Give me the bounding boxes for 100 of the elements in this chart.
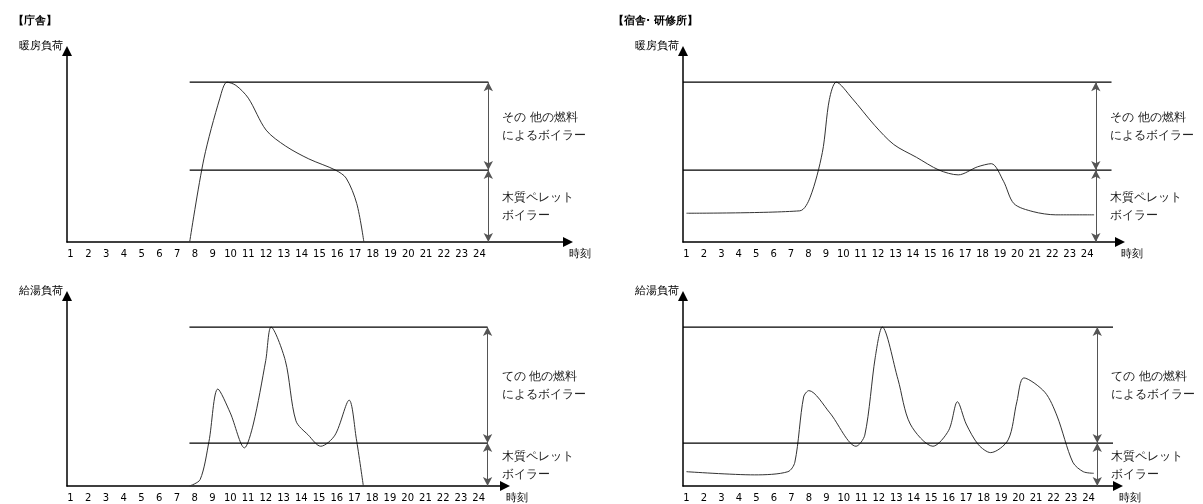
x-tick-label: 18: [366, 247, 380, 259]
x-tick-label: 19: [994, 491, 1008, 503]
x-tick-label: 24: [473, 247, 486, 259]
annotation: 木質ペレット: [502, 190, 575, 205]
x-tick-label: 4: [735, 491, 743, 503]
x-tick-label: 11: [241, 491, 255, 503]
x-tick-label: 1: [67, 491, 74, 503]
x-axis-title: 時刻: [506, 491, 528, 504]
x-tick-label: 23: [455, 247, 469, 259]
x-tick-label: 10: [837, 491, 851, 503]
x-tick-label: 5: [752, 247, 760, 259]
text: ボイラー: [501, 466, 550, 481]
x-tick-label: 17: [348, 247, 362, 259]
x-tick-label: 5: [138, 491, 145, 503]
x-tick-label: 14: [295, 247, 309, 259]
x-tick-label: 2: [85, 491, 92, 503]
x-tick-label: 13: [277, 247, 291, 259]
annotation: ボイラー: [502, 208, 551, 223]
x-tick-label: 20: [401, 247, 415, 259]
annotation: ボイラー: [1109, 208, 1158, 223]
x-tick-label: 21: [419, 491, 432, 503]
x-tick-label: 16: [941, 247, 955, 259]
x-tick-label: 3: [102, 491, 110, 503]
x-tick-label: 15: [312, 491, 326, 503]
y-axis-title: 暖房負荷: [635, 39, 679, 52]
x-tick-label: 2: [700, 491, 708, 503]
x-tick-label: 8: [191, 491, 198, 503]
x-tick-label: 22: [1045, 247, 1059, 259]
x-tick-label: 12: [259, 491, 273, 503]
x-tick-label: 7: [174, 247, 181, 259]
annotation: ての 他の燃料: [1111, 369, 1188, 384]
x-tick-label: 10: [223, 491, 237, 503]
x-tick-label: 23: [1063, 247, 1077, 259]
x-tick-label: 17: [959, 491, 973, 503]
x-tick-label: 16: [942, 491, 956, 503]
x-tick-label: 9: [209, 247, 216, 259]
x-tick-label: 1: [683, 491, 690, 503]
chart-title: 【宿舎· 研修所】: [613, 14, 699, 27]
x-tick-label: 13: [277, 491, 290, 503]
x-tick-label: 14: [294, 491, 308, 503]
annotation: によるボイラー: [502, 128, 587, 143]
x-tick-label: 4: [120, 491, 127, 503]
x-axis-title: 時刻: [569, 247, 591, 260]
x-tick-label: 19: [993, 247, 1007, 259]
x-tick-label: 23: [454, 491, 468, 503]
x-tick-label: 8: [191, 247, 199, 259]
x-tick-label: 12: [259, 247, 273, 259]
annotation: 木質ペレット: [1109, 190, 1182, 205]
x-tick-label: 19: [384, 247, 397, 259]
x-tick-label: 20: [1011, 247, 1024, 259]
x-tick-label: 22: [1047, 491, 1060, 503]
x-tick-label: 4: [120, 247, 128, 259]
x-tick-label: 4: [735, 247, 742, 259]
x-axis-title: 時刻: [1121, 247, 1143, 260]
x-axis-title: 時刻: [1119, 491, 1141, 504]
x-tick-label: 9: [822, 247, 830, 259]
x-tick-label: 24: [1082, 491, 1095, 503]
x-tick-label: 21: [1029, 491, 1043, 503]
x-tick-label: 7: [788, 491, 795, 503]
x-tick-label: 1: [67, 247, 74, 259]
x-tick-label: 18: [977, 491, 991, 503]
x-tick-label: 18: [365, 491, 379, 503]
x-tick-label: 1: [683, 247, 690, 259]
y-axis-title: 暖房負荷: [19, 39, 63, 52]
text: 木質ペレット: [501, 448, 574, 463]
annotation: によるボイラー: [1111, 387, 1196, 402]
x-tick-label: 20: [1012, 491, 1025, 503]
x-tick-label: 11: [854, 247, 868, 259]
x-tick-label: 6: [770, 491, 778, 503]
x-tick-label: 13: [889, 491, 903, 503]
x-tick-label: 9: [209, 491, 216, 503]
annotation: その 他の燃料: [1109, 110, 1186, 125]
x-tick-label: 10: [836, 247, 850, 259]
x-tick-label: 22: [437, 247, 451, 259]
x-tick-label: 22: [436, 491, 450, 503]
x-tick-label: 16: [330, 491, 344, 503]
x-tick-label: 23: [1064, 491, 1078, 503]
x-tick-label: 6: [156, 491, 163, 503]
x-tick-label: 24: [1080, 247, 1094, 259]
y-axis-title: 給湯負荷: [18, 284, 63, 297]
annotation: その 他の燃料: [502, 110, 579, 125]
x-tick-label: 11: [854, 491, 868, 503]
x-tick-label: 14: [906, 247, 920, 259]
x-tick-label: 16: [330, 247, 344, 259]
x-tick-label: 8: [805, 491, 813, 503]
annotation: ボイラー: [1111, 466, 1160, 481]
x-tick-label: 12: [872, 491, 886, 503]
text: によるボイラー: [501, 387, 586, 402]
x-tick-label: 13: [889, 247, 902, 259]
x-tick-label: 21: [1028, 247, 1042, 259]
x-tick-label: 6: [156, 247, 163, 259]
x-tick-label: 7: [173, 491, 181, 503]
x-tick-label: 10: [224, 247, 237, 259]
chart-title: 【庁舎】: [13, 14, 57, 27]
text: ての 他の燃料: [501, 369, 578, 384]
x-tick-label: 6: [770, 247, 777, 259]
x-tick-label: 5: [753, 491, 760, 503]
x-tick-label: 17: [348, 491, 361, 503]
x-tick-label: 5: [138, 247, 145, 259]
x-tick-label: 15: [923, 247, 937, 259]
